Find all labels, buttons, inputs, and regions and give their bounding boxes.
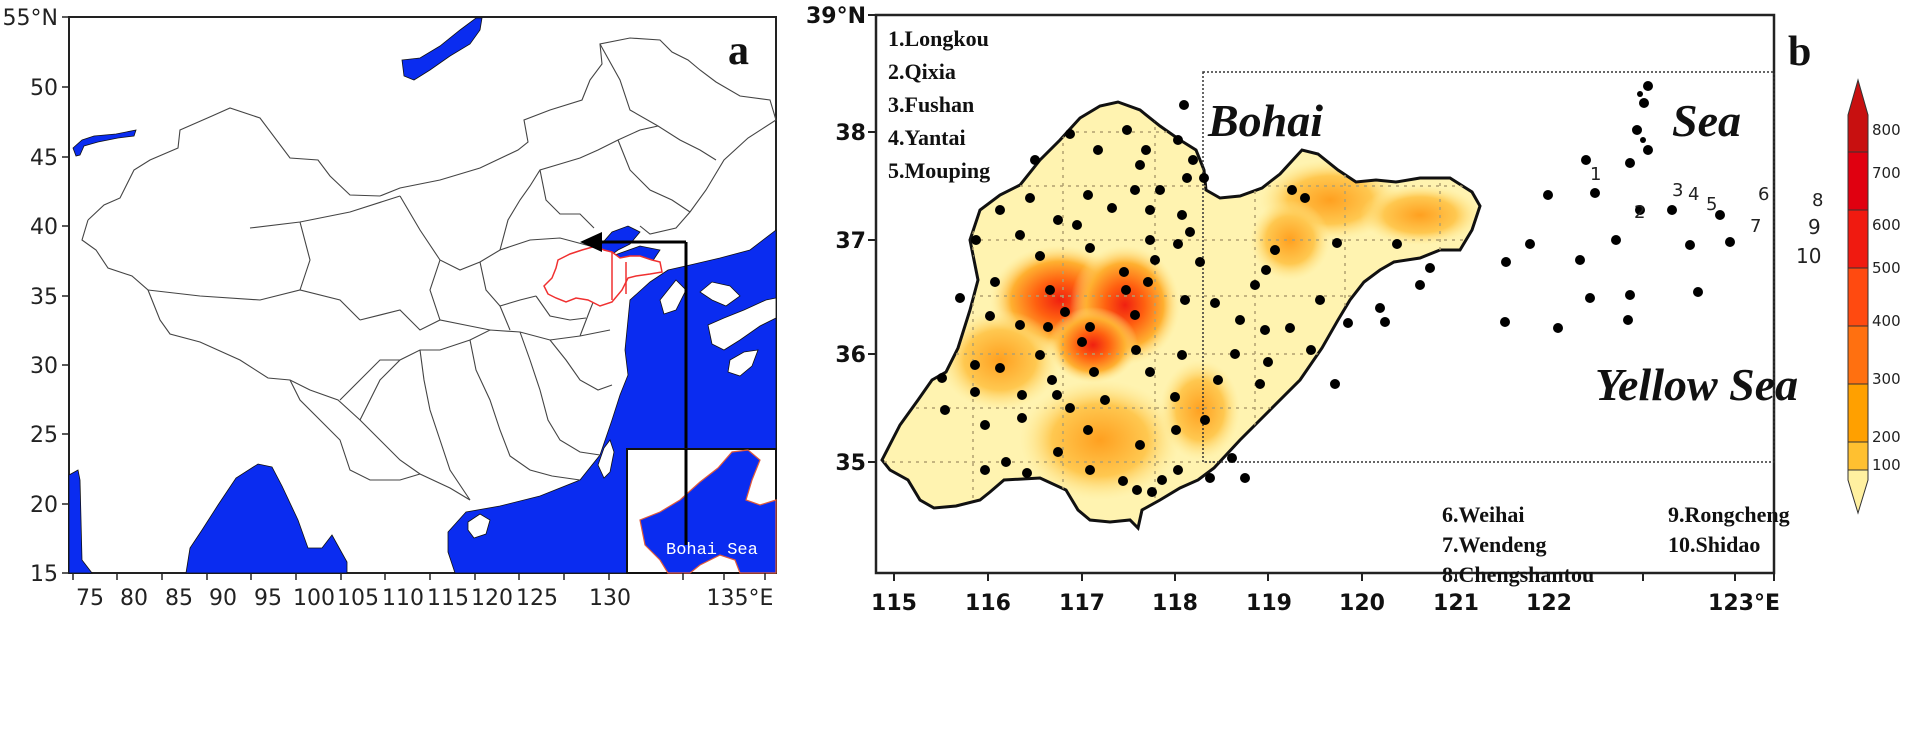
svg-text:9: 9 — [1808, 215, 1821, 239]
svg-text:2.Qixia: 2.Qixia — [888, 59, 956, 84]
svg-text:121: 121 — [1433, 591, 1479, 616]
svg-text:130: 130 — [589, 586, 631, 611]
svg-text:35: 35 — [30, 285, 58, 310]
inset-bohai-map: Bohai Sea — [626, 448, 777, 574]
svg-text:8.Chengshantou: 8.Chengshantou — [1442, 562, 1594, 587]
svg-text:110: 110 — [382, 586, 424, 611]
svg-text:7.Wendeng: 7.Wendeng — [1442, 532, 1547, 557]
svg-text:300: 300 — [1872, 370, 1901, 388]
bohai-label-part2: Sea — [1672, 95, 1741, 146]
svg-text:123°E: 123°E — [1708, 591, 1780, 616]
svg-text:20: 20 — [30, 493, 58, 518]
svg-text:40: 40 — [30, 215, 58, 240]
svg-text:122: 122 — [1526, 591, 1572, 616]
station-legend-left: 1.Longkou 2.Qixia 3.Fushan 4.Yantai 5.Mo… — [888, 26, 990, 183]
svg-text:30: 30 — [30, 354, 58, 379]
svg-text:45: 45 — [30, 146, 58, 171]
svg-text:85: 85 — [165, 586, 193, 611]
svg-text:119: 119 — [1246, 591, 1292, 616]
svg-text:118: 118 — [1152, 591, 1198, 616]
svg-text:100: 100 — [1872, 456, 1901, 474]
svg-text:7: 7 — [1750, 216, 1761, 237]
svg-text:500: 500 — [1872, 259, 1901, 277]
svg-text:2: 2 — [1634, 202, 1645, 223]
panel-b-label: b — [1788, 29, 1811, 75]
china-map-figure: Bohai Sea a 15 20 25 30 35 40 45 50 55°N — [3, 6, 777, 611]
svg-text:600: 600 — [1872, 216, 1901, 234]
colorbar: 100 200 300 400 500 600 700 800 — [1847, 78, 1901, 515]
svg-text:50: 50 — [30, 76, 58, 101]
svg-text:25: 25 — [30, 423, 58, 448]
svg-text:4: 4 — [1688, 184, 1699, 205]
svg-text:35: 35 — [835, 451, 866, 476]
svg-text:125: 125 — [516, 586, 558, 611]
svg-text:10: 10 — [1796, 244, 1821, 268]
panel-b-shandong-map: 1 2 3 4 5 6 7 8 9 10 Bohai Sea Yellow Se… — [790, 0, 1914, 744]
panel-a-label: a — [728, 28, 749, 74]
shandong-land — [880, 100, 1482, 530]
panel-a-china-map: Bohai Sea a 15 20 25 30 35 40 45 50 55°N — [0, 0, 790, 744]
y-axis-a: 15 20 25 30 35 40 45 50 55°N — [3, 6, 69, 587]
svg-text:120: 120 — [471, 586, 513, 611]
svg-text:120: 120 — [1339, 591, 1385, 616]
svg-text:1: 1 — [1590, 164, 1601, 185]
svg-text:3.Fushan: 3.Fushan — [888, 92, 974, 117]
yellow-sea-label: Yellow Sea — [1595, 359, 1798, 410]
svg-text:10.Shidao: 10.Shidao — [1668, 532, 1760, 557]
svg-text:90: 90 — [209, 586, 237, 611]
svg-text:15: 15 — [30, 562, 58, 587]
svg-text:3: 3 — [1672, 180, 1683, 201]
x-axis-a: 75 80 85 90 95 100 105 110 115 120 125 1… — [72, 573, 774, 611]
svg-text:115: 115 — [427, 586, 469, 611]
x-axis-b: 115 116 117 118 119 120 121 122 123°E — [871, 573, 1780, 616]
svg-text:36: 36 — [835, 343, 866, 368]
inset-label: Bohai Sea — [666, 541, 758, 560]
svg-text:117: 117 — [1059, 591, 1105, 616]
svg-text:95: 95 — [254, 586, 282, 611]
svg-text:39°N: 39°N — [806, 4, 866, 29]
station-number-labels: 1 2 3 4 5 6 7 8 9 10 — [1590, 164, 1823, 268]
svg-text:4.Yantai: 4.Yantai — [888, 125, 966, 150]
svg-text:37: 37 — [835, 229, 866, 254]
islands — [467, 279, 777, 539]
station-legend-bottom: 6.Weihai 7.Wendeng 8.Chengshantou 9.Rong… — [1442, 502, 1790, 587]
shandong-heatmap-figure: 1 2 3 4 5 6 7 8 9 10 Bohai Sea Yellow Se… — [806, 4, 1901, 616]
y-axis-b: 35 36 37 38 39°N — [806, 4, 876, 476]
svg-text:800: 800 — [1872, 121, 1901, 139]
svg-text:700: 700 — [1872, 164, 1901, 182]
svg-text:5: 5 — [1706, 194, 1717, 215]
svg-text:55°N: 55°N — [3, 6, 58, 31]
svg-text:135°E: 135°E — [707, 586, 774, 611]
study-region-box — [1202, 71, 1775, 463]
svg-text:200: 200 — [1872, 428, 1901, 446]
bohai-label-part1: Bohai — [1207, 95, 1323, 146]
svg-text:105: 105 — [337, 586, 379, 611]
svg-text:6.Weihai: 6.Weihai — [1442, 502, 1525, 527]
svg-text:75: 75 — [76, 586, 104, 611]
coastline-islands — [1637, 81, 1653, 143]
shandong-outline — [543, 245, 663, 307]
svg-text:80: 80 — [120, 586, 148, 611]
svg-text:6: 6 — [1758, 184, 1769, 205]
svg-text:8: 8 — [1812, 190, 1823, 211]
svg-text:116: 116 — [965, 591, 1011, 616]
svg-text:38: 38 — [835, 121, 866, 146]
svg-text:1.Longkou: 1.Longkou — [888, 26, 989, 51]
svg-text:9.Rongcheng: 9.Rongcheng — [1668, 502, 1790, 527]
station-dots — [937, 98, 1735, 497]
svg-text:5.Mouping: 5.Mouping — [888, 158, 990, 183]
svg-text:115: 115 — [871, 591, 917, 616]
svg-text:400: 400 — [1872, 312, 1901, 330]
svg-text:100: 100 — [293, 586, 335, 611]
province-borders — [81, 37, 777, 501]
